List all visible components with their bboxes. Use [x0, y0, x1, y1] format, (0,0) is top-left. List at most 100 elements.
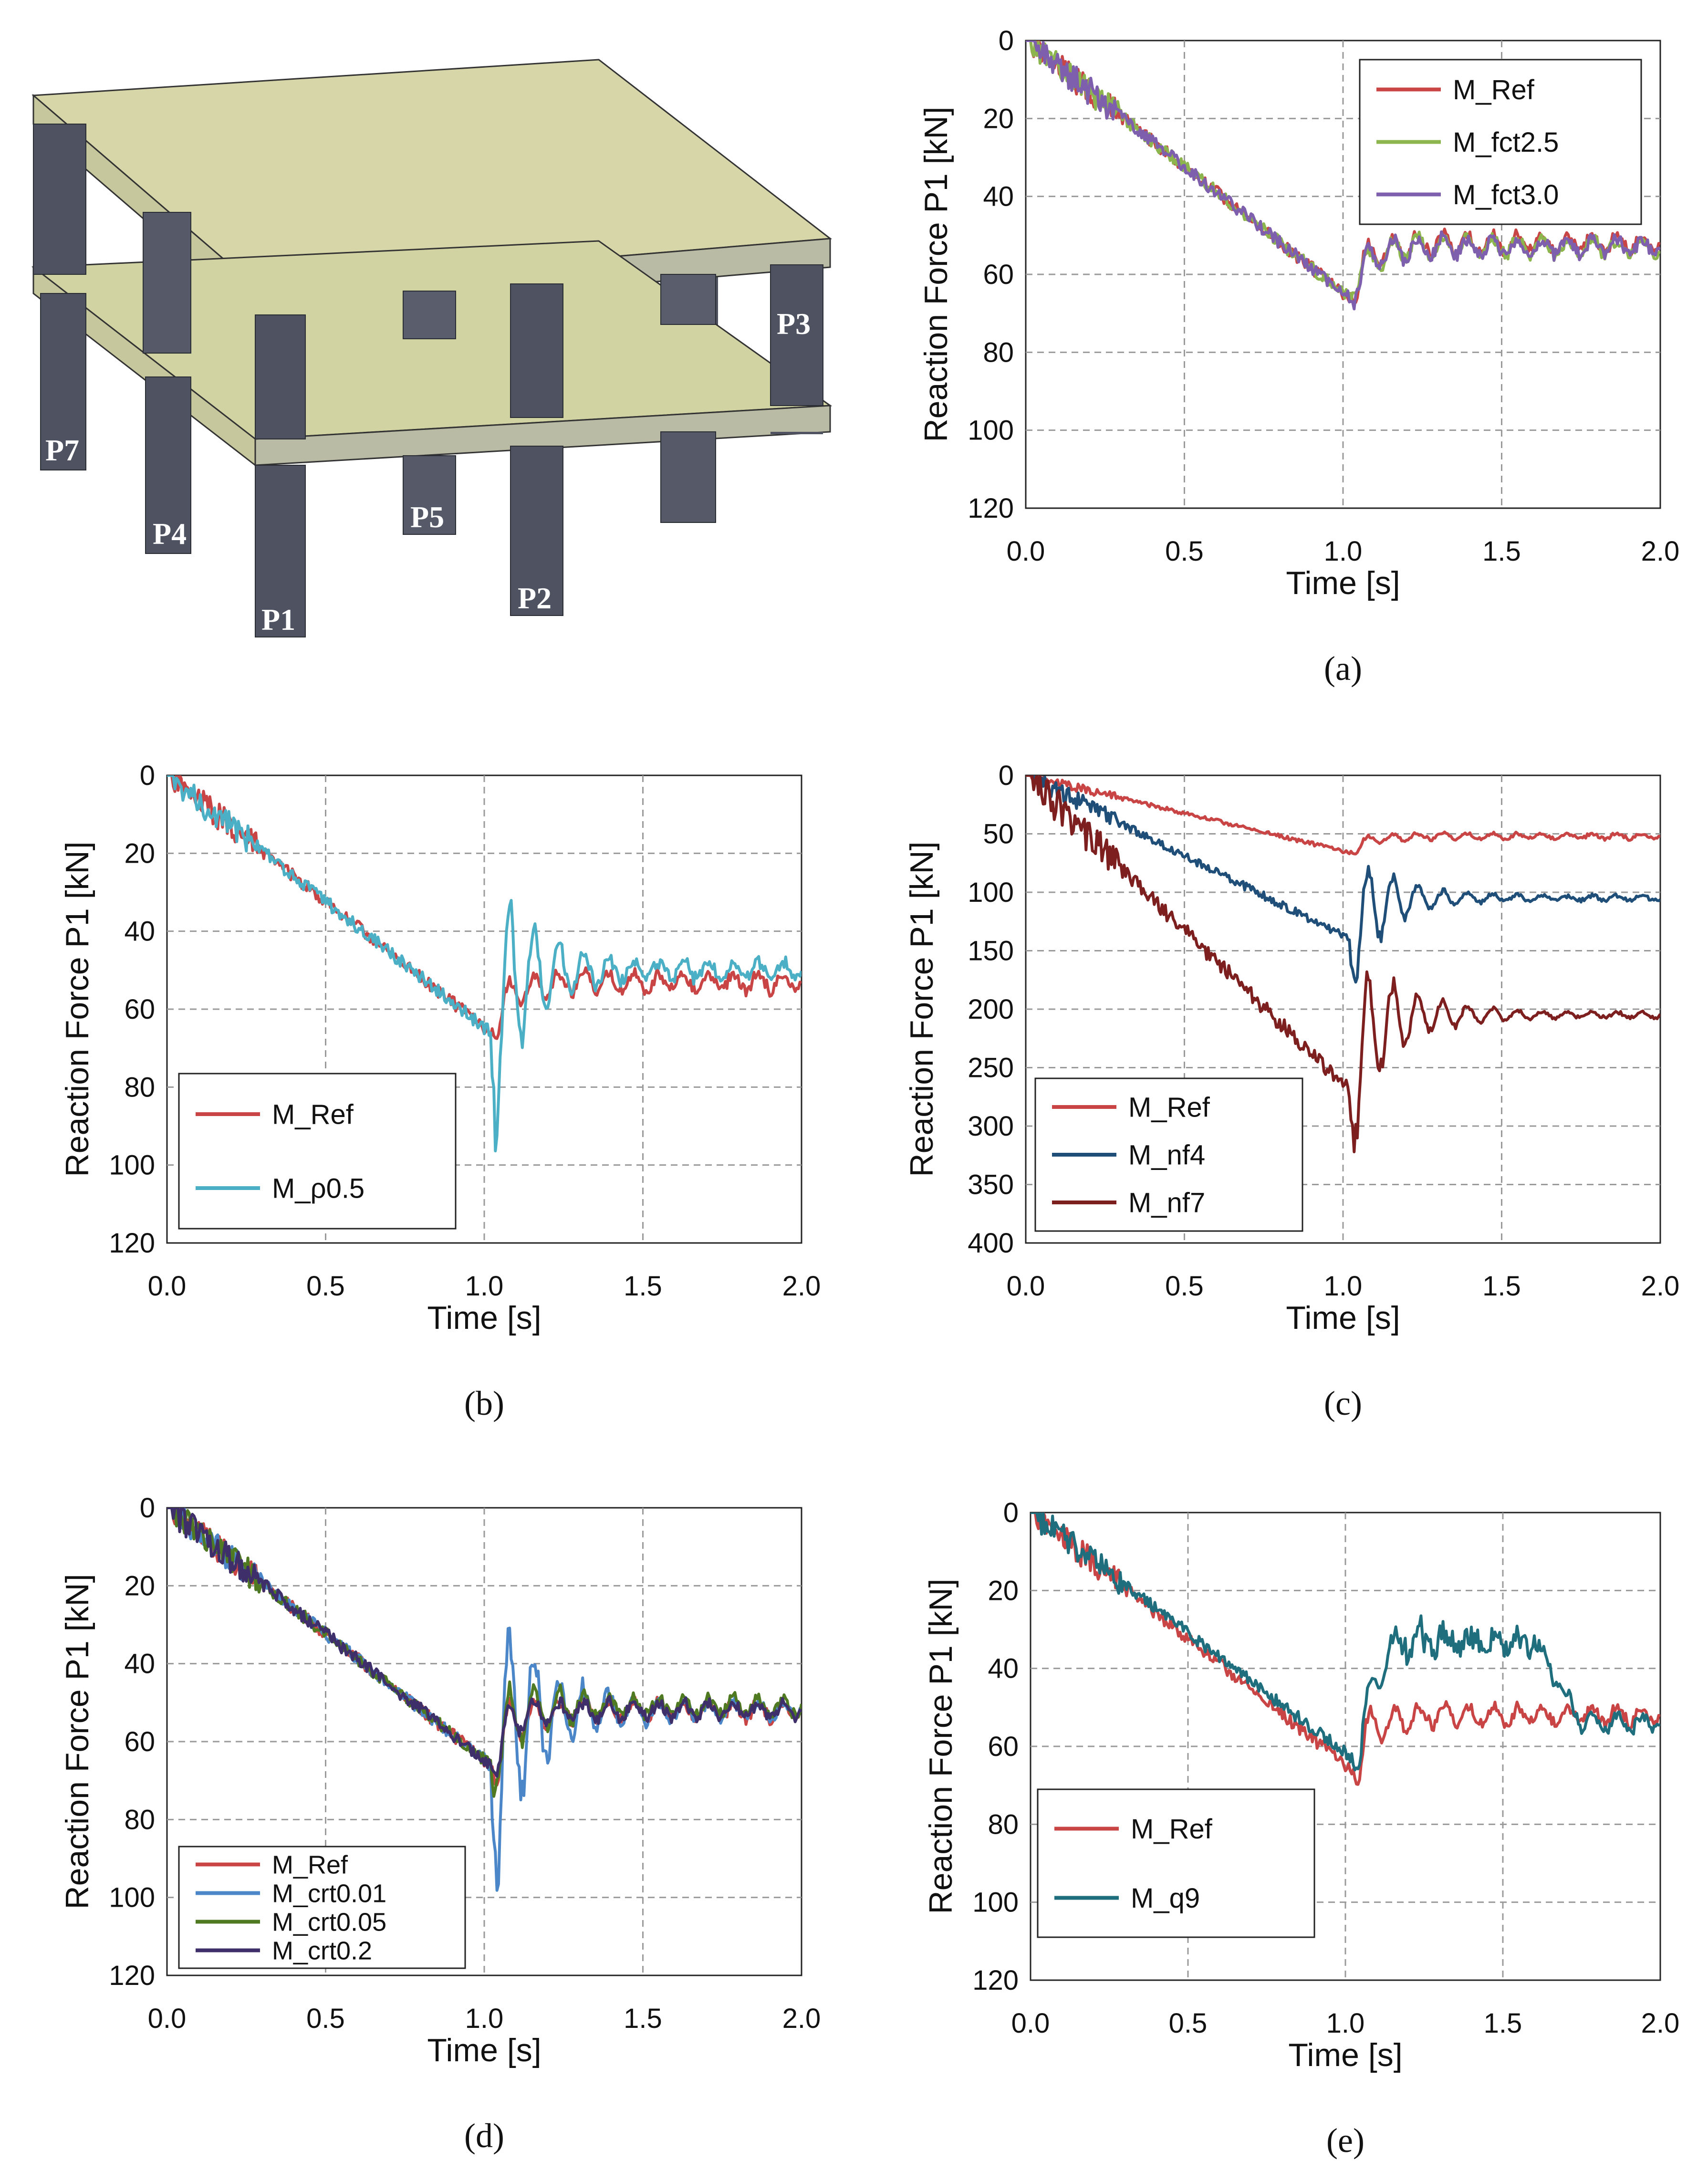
y-tick-label: 120: [109, 1960, 155, 1991]
y-tick-label: 250: [968, 1053, 1014, 1084]
y-axis-title: Reaction Force P1 [kN]: [918, 107, 954, 442]
panel-label: (b): [464, 1384, 504, 1422]
x-tick-label: 0.5: [306, 1271, 345, 1302]
y-tick-label: 200: [968, 994, 1014, 1025]
y-tick-label: 40: [983, 181, 1014, 212]
panel-label: (a): [1324, 649, 1362, 688]
legend: M_Ref M_fct2.5 M_fct3.0: [1359, 59, 1642, 225]
x-tick-label: 2.0: [1641, 1271, 1680, 1302]
y-tick-label: 80: [124, 1804, 155, 1835]
pillar-label-p4: P4: [153, 517, 187, 551]
legend-label: M_ρ0.5: [272, 1173, 365, 1204]
column-lower-p6: [660, 431, 716, 523]
x-tick-label: 1.0: [465, 1271, 504, 1302]
y-axis-title: Reaction Force P1 [kN]: [904, 842, 940, 1177]
legend-box: [178, 1073, 457, 1230]
legend-box: [178, 1846, 466, 1969]
x-tick-label: 2.0: [1641, 2008, 1680, 2039]
x-axis-title: Time [s]: [427, 2032, 541, 2068]
y-tick-label: 20: [988, 1575, 1019, 1606]
x-axis-title: Time [s]: [427, 1300, 541, 1336]
legend-label: M_fct3.0: [1453, 179, 1559, 210]
y-tick-label: 0: [140, 1493, 155, 1524]
pillar-label-p5: P5: [410, 500, 444, 534]
y-tick-label: 80: [988, 1809, 1019, 1840]
y-tick-label: 40: [124, 1649, 155, 1680]
y-tick-label: 100: [972, 1887, 1019, 1918]
panel-label: (e): [1326, 2121, 1364, 2160]
pillar-label-p1: P1: [261, 603, 295, 637]
y-tick-label: 40: [988, 1653, 1019, 1684]
x-tick-label: 0.0: [1007, 536, 1045, 567]
chart-panel-d: 0 20 40 60 80 100 120 0.0 0.5 1.0 1.5 2.0 Time [s] Re…: [59, 1493, 821, 2155]
x-axis-title: Time [s]: [1288, 2037, 1402, 2073]
legend-label: M_nf4: [1128, 1139, 1205, 1170]
y-tick-label: 100: [968, 415, 1014, 446]
x-tick-label: 0.5: [1165, 1271, 1204, 1302]
column-lower-p1: [255, 465, 306, 637]
legend-label: M_Ref: [1131, 1814, 1213, 1845]
legend-label: M_Ref: [1453, 74, 1535, 105]
x-axis-title: Time [s]: [1286, 1300, 1400, 1336]
x-tick-label: 0.0: [1011, 2008, 1050, 2039]
y-tick-label: 50: [983, 819, 1014, 850]
x-tick-label: 1.5: [1484, 2008, 1522, 2039]
x-tick-label: 1.5: [624, 2003, 662, 2034]
legend: M_Ref M_ρ0.5: [178, 1073, 457, 1230]
chart-panel-c: 0 50 100 150 200 250 300 350 400 0.0 0.5 1.0 1.5 2.0 T…: [904, 760, 1679, 1422]
pillar-label-p7: P7: [45, 433, 79, 467]
y-tick-label: 100: [968, 877, 1014, 908]
legend-label: M_Ref: [272, 1099, 354, 1130]
legend-box: [1037, 1788, 1315, 1938]
y-axis-title: Reaction Force P1 [kN]: [923, 1579, 959, 1914]
legend-label: M_crt0.2: [272, 1936, 372, 1965]
x-tick-label: 1.0: [1324, 1271, 1363, 1302]
column-lower-p2: [510, 446, 563, 616]
pillar-label-p3: P3: [777, 307, 811, 341]
legend: M_Ref M_nf4 M_nf7: [1034, 1077, 1303, 1232]
column-upper-p1: [255, 314, 306, 439]
x-tick-label: 2.0: [1641, 536, 1680, 567]
y-axis-title: Reaction Force P1 [kN]: [59, 1574, 95, 1910]
x-tick-label: 1.0: [465, 2003, 504, 2034]
legend-label: M_nf7: [1128, 1187, 1205, 1218]
x-tick-label: 0.5: [1165, 536, 1204, 567]
series-lines: [167, 1508, 802, 1892]
y-tick-label: 40: [124, 916, 155, 947]
y-tick-label: 100: [109, 1150, 155, 1181]
x-axis-title: Time [s]: [1286, 565, 1400, 601]
y-tick-label: 400: [968, 1228, 1014, 1259]
panel-label: (d): [464, 2117, 504, 2155]
y-tick-label: 100: [109, 1882, 155, 1913]
column-upper-p5: [403, 291, 456, 339]
column-upper-p2: [510, 283, 563, 418]
series-line-M_ρ0.5: [167, 775, 802, 1153]
y-tick-label: 60: [988, 1731, 1019, 1762]
y-tick-label: 80: [124, 1072, 155, 1103]
x-tick-label: 1.0: [1326, 2008, 1365, 2039]
x-tick-label: 1.0: [1324, 536, 1363, 567]
chart-panel-e: 0 20 40 60 80 100 120 0.0 0.5 1.0 1.5 2.0 Time [s] Re…: [923, 1497, 1679, 2160]
x-tick-label: 1.5: [1482, 536, 1521, 567]
legend-label: M_crt0.05: [272, 1908, 386, 1936]
series-lines: [167, 775, 802, 1153]
y-tick-label: 150: [968, 936, 1014, 967]
y-tick-label: 0: [1003, 1497, 1019, 1528]
y-tick-label: 60: [983, 259, 1014, 290]
panel-label: (c): [1324, 1384, 1362, 1422]
chart-panel-a: 0 20 40 60 80 100 120 0.0 0.5 1.0 1.5 2.0 Time [s] Re…: [918, 25, 1679, 688]
series-lines: [1026, 775, 1660, 1153]
x-tick-label: 0.5: [1169, 2008, 1208, 2039]
y-axis-title: Reaction Force P1 [kN]: [59, 842, 95, 1177]
column-lower-p7: [40, 293, 86, 470]
column-upper-p7: [33, 124, 86, 275]
series-line-M_Ref: [1026, 775, 1660, 856]
y-tick-label: 0: [999, 760, 1014, 791]
y-tick-label: 300: [968, 1111, 1014, 1142]
legend-label: M_Ref: [1128, 1092, 1210, 1123]
column-upper-p3: [770, 264, 823, 406]
y-tick-label: 120: [109, 1228, 155, 1259]
series-line-M_nf4: [1026, 775, 1660, 984]
column-upper-p6: [660, 274, 716, 325]
